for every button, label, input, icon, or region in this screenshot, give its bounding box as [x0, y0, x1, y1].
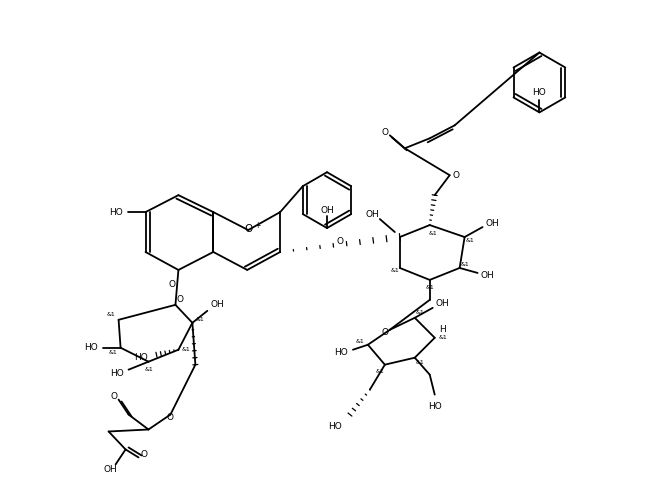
Text: &1: &1	[425, 285, 434, 290]
Text: O: O	[168, 280, 176, 289]
Text: O: O	[381, 328, 388, 337]
Text: &1: &1	[438, 335, 447, 340]
Text: +: +	[254, 221, 261, 230]
Text: HO: HO	[428, 402, 442, 411]
Text: O: O	[244, 224, 252, 234]
Text: OH: OH	[480, 271, 494, 280]
Text: HO: HO	[533, 88, 546, 97]
Text: &1: &1	[196, 317, 205, 322]
Text: O: O	[167, 413, 174, 422]
Text: O: O	[381, 128, 388, 137]
Text: HO: HO	[134, 353, 147, 362]
Text: OH: OH	[104, 465, 117, 474]
Text: &1: &1	[108, 350, 117, 355]
Text: &1: &1	[415, 310, 424, 315]
Text: HO: HO	[110, 369, 123, 378]
Text: &1: &1	[460, 262, 469, 267]
Text: HO: HO	[109, 208, 123, 217]
Text: &1: &1	[376, 369, 384, 374]
Text: OH: OH	[436, 299, 449, 308]
Text: &1: &1	[415, 360, 424, 365]
Text: &1: &1	[428, 231, 437, 236]
Text: OH: OH	[365, 210, 379, 219]
Text: OH: OH	[486, 219, 500, 228]
Text: OH: OH	[211, 300, 224, 309]
Text: &1: &1	[465, 238, 474, 243]
Text: O: O	[337, 237, 343, 246]
Text: O: O	[140, 450, 147, 459]
Text: &1: &1	[106, 312, 115, 317]
Text: H: H	[440, 325, 446, 334]
Text: &1: &1	[356, 339, 364, 344]
Text: HO: HO	[328, 422, 342, 431]
Text: OH: OH	[320, 206, 334, 215]
Text: &1: &1	[391, 268, 399, 273]
Text: &1: &1	[182, 347, 191, 352]
Text: &1: &1	[144, 367, 153, 372]
Text: O: O	[177, 295, 184, 304]
Text: O: O	[452, 171, 459, 180]
Text: HO: HO	[84, 343, 98, 352]
Text: O: O	[110, 392, 117, 401]
Text: HO: HO	[334, 348, 348, 357]
